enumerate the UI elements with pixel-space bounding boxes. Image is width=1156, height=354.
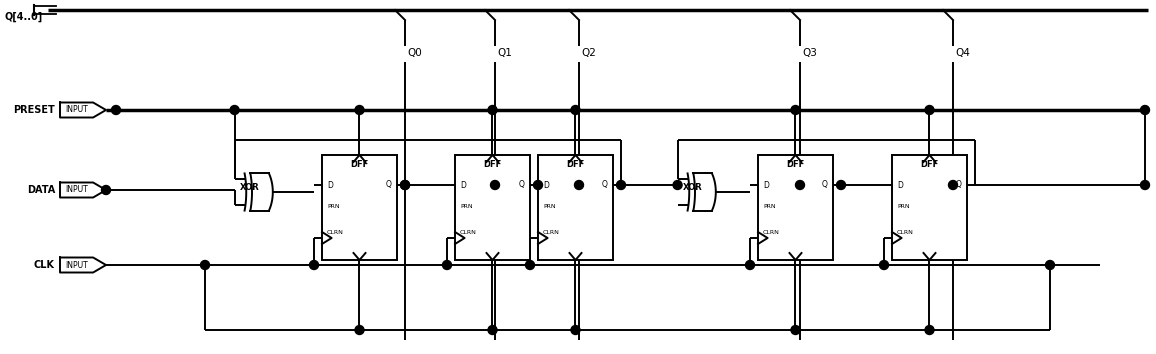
- Circle shape: [111, 105, 120, 114]
- Text: DFF: DFF: [566, 160, 585, 169]
- Text: XOR: XOR: [683, 183, 703, 193]
- Text: D: D: [763, 181, 769, 189]
- Circle shape: [488, 105, 497, 114]
- Bar: [758, 155, 833, 260]
- Text: PRN: PRN: [897, 205, 910, 210]
- Bar: [538, 155, 613, 260]
- Text: D: D: [460, 181, 466, 189]
- Text: PRESET: PRESET: [13, 105, 55, 115]
- Circle shape: [400, 181, 409, 189]
- Text: Q: Q: [519, 181, 525, 189]
- Circle shape: [355, 105, 364, 114]
- Text: CLK: CLK: [34, 260, 55, 270]
- Text: Q: Q: [386, 181, 392, 189]
- Circle shape: [200, 261, 209, 269]
- Circle shape: [355, 325, 364, 335]
- Circle shape: [102, 185, 111, 194]
- Circle shape: [400, 181, 409, 189]
- Circle shape: [795, 181, 805, 189]
- Circle shape: [880, 261, 889, 269]
- Text: Q1: Q1: [497, 48, 512, 58]
- Circle shape: [791, 105, 800, 114]
- Text: CLRN: CLRN: [327, 230, 343, 235]
- Text: Q: Q: [956, 181, 962, 189]
- Text: PRN: PRN: [543, 205, 556, 210]
- Text: PRN: PRN: [327, 205, 340, 210]
- Circle shape: [490, 181, 499, 189]
- Text: DFF: DFF: [786, 160, 805, 169]
- Text: Q: Q: [822, 181, 828, 189]
- Text: PRN: PRN: [460, 205, 473, 210]
- Circle shape: [571, 325, 580, 335]
- Text: INPUT: INPUT: [65, 261, 88, 269]
- Circle shape: [746, 261, 755, 269]
- Circle shape: [526, 261, 534, 269]
- Text: Q3: Q3: [802, 48, 817, 58]
- Text: CLRN: CLRN: [897, 230, 914, 235]
- Text: D: D: [897, 181, 903, 189]
- Circle shape: [616, 181, 625, 189]
- Text: Q: Q: [602, 181, 608, 189]
- Circle shape: [534, 181, 542, 189]
- Circle shape: [837, 181, 845, 189]
- Text: D: D: [543, 181, 549, 189]
- Text: CLRN: CLRN: [460, 230, 477, 235]
- Text: PRN: PRN: [763, 205, 776, 210]
- Text: CLRN: CLRN: [543, 230, 560, 235]
- Circle shape: [673, 181, 682, 189]
- Circle shape: [949, 181, 957, 189]
- Circle shape: [230, 105, 239, 114]
- Text: Q0: Q0: [407, 48, 422, 58]
- Circle shape: [443, 261, 452, 269]
- Text: INPUT: INPUT: [65, 185, 88, 194]
- Circle shape: [925, 325, 934, 335]
- Bar: [323, 155, 397, 260]
- Circle shape: [310, 261, 319, 269]
- Text: D: D: [327, 181, 333, 189]
- Circle shape: [488, 325, 497, 335]
- Text: DATA: DATA: [27, 185, 55, 195]
- Circle shape: [791, 325, 800, 335]
- Bar: [455, 155, 529, 260]
- Circle shape: [1141, 181, 1149, 189]
- Text: INPUT: INPUT: [65, 105, 88, 114]
- Text: Q2: Q2: [581, 48, 595, 58]
- Circle shape: [1141, 105, 1149, 114]
- Bar: [892, 155, 968, 260]
- Text: DFF: DFF: [920, 160, 939, 169]
- Text: CLRN: CLRN: [763, 230, 780, 235]
- Circle shape: [1045, 261, 1054, 269]
- Text: Q[4..0]: Q[4..0]: [5, 12, 43, 22]
- Circle shape: [925, 105, 934, 114]
- Text: Q4: Q4: [955, 48, 970, 58]
- Text: DFF: DFF: [350, 160, 369, 169]
- Circle shape: [575, 181, 584, 189]
- Circle shape: [571, 105, 580, 114]
- Text: DFF: DFF: [483, 160, 502, 169]
- Text: XOR: XOR: [240, 183, 260, 193]
